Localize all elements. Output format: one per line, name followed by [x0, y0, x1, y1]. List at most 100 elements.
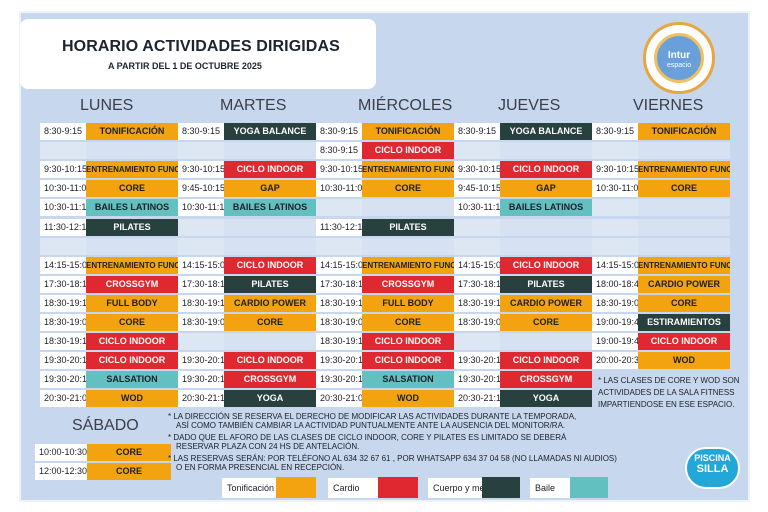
slot-time: 10:00-10:30 — [35, 444, 87, 461]
slot-time: 9:30-10:15 — [178, 161, 225, 179]
legend-baile-label: Baile — [530, 478, 570, 498]
day-header-sabado: SÁBADO — [72, 417, 139, 434]
slot-time: 9:30-10:15 — [592, 161, 639, 179]
friday-note: * LAS CLASES DE CORE Y WOD SON ACTIVIDAD… — [598, 376, 740, 409]
slot-activity: PILATES — [500, 275, 592, 293]
class-slot: 19:30-20:15 CICLO INDOOR — [316, 352, 454, 370]
slot-time: 10:30-11:00 — [592, 180, 643, 198]
slot-activity: WOD — [362, 390, 454, 408]
slot-activity — [638, 218, 730, 236]
empty-slot — [454, 333, 592, 351]
slot-time: 14:15-15:00 — [454, 256, 506, 274]
slot-time: 14:15-15:00 — [178, 256, 230, 274]
slot-time: 19:00-19:45 — [592, 314, 644, 331]
slot-activity: CICLO INDOOR — [362, 142, 454, 160]
slot-activity — [362, 237, 454, 255]
notice-line: * LAS RESERVAS SERÁN: POR TELÉFONO AL 63… — [168, 454, 617, 463]
slot-time: 11:30-12:15 — [316, 218, 367, 236]
slot-activity — [638, 199, 730, 217]
class-slot: 18:30-19:00 CORE — [316, 314, 454, 331]
slot-time: 19:30-20:15 — [178, 352, 230, 370]
slot-time: 19:00-19:45 — [592, 333, 644, 351]
slot-activity: CICLO INDOOR — [362, 333, 454, 351]
slot-time: 18:30-19:15 — [40, 333, 92, 351]
slot-activity — [224, 237, 316, 255]
slot-activity — [500, 333, 592, 351]
slot-time: 18:30-19:00 — [454, 314, 506, 331]
class-slot: 18:30-19:15 CARDIO POWER — [454, 294, 592, 312]
slot-activity: ENTRENAMIENTO FUNCIONAL — [638, 161, 730, 179]
slot-time — [592, 199, 638, 217]
class-slot: 18:30-19:15 CARDIO POWER — [178, 294, 316, 312]
class-slot: 20:30-21:00 WOD — [40, 390, 178, 408]
slot-time: 17:30-18:15 — [178, 275, 230, 293]
slot-time: 17:30-18:15 — [40, 275, 92, 293]
class-slot: 19:30-20:15 CROSSGYM — [454, 371, 592, 389]
slot-activity: CICLO INDOOR — [224, 256, 316, 274]
page-subtitle: A PARTIR DEL 1 DE OCTUBRE 2025 — [108, 61, 262, 71]
slot-time: 8:30-9:15 — [40, 123, 86, 140]
slot-activity: ENTRENAMIENTO FUNCIONAL — [86, 161, 178, 179]
logo-inner: Intur espacio — [654, 33, 704, 83]
slot-activity — [500, 237, 592, 255]
intur-logo: Intur espacio — [643, 22, 715, 94]
slot-activity: CROSSGYM — [500, 371, 592, 389]
slot-time — [454, 333, 500, 351]
slot-activity: CORE — [362, 314, 454, 331]
class-slot: 10:30-11:15 BAILES LATINOS — [40, 199, 178, 217]
class-slot: 14:15-15:00 CICLO INDOOR — [178, 256, 316, 274]
legend-tonificacion-swatch — [276, 477, 316, 498]
day-header-miercoles: MIÉRCOLES — [358, 97, 453, 114]
slot-activity — [500, 142, 592, 160]
empty-slot — [592, 142, 730, 160]
class-slot: 9:45-10:15 GAP — [178, 180, 316, 198]
slot-activity: BAILES LATINOS — [224, 199, 316, 217]
class-slot: 14:15-15:00 CICLO INDOOR — [454, 256, 592, 274]
slot-activity: CICLO INDOOR — [224, 161, 316, 179]
notice-line: * LA DIRECCIÓN SE RESERVA EL DERECHO DE … — [168, 412, 577, 421]
class-slot: 10:30-11:00 CORE — [40, 180, 178, 198]
slot-activity: PILATES — [86, 218, 178, 236]
slot-time — [40, 142, 86, 160]
slot-time: 9:30-10:15 — [316, 161, 363, 179]
class-slot: 10:30-11:15 BAILES LATINOS — [454, 199, 592, 217]
slot-activity: CORE — [87, 463, 171, 480]
slot-time: 17:30-18:15 — [454, 275, 506, 293]
notice-line: ASÍ COMO TAMBIÉN CAMBIAR LA ACTIVIDAD PU… — [176, 421, 566, 430]
slot-time: 10:30-11:15 — [40, 199, 91, 217]
slot-time: 19:30-20:15 — [316, 371, 368, 389]
class-slot: 20:00-20:30 WOD — [592, 352, 730, 370]
saturday-slot: 12:00-12:30 CORE — [35, 463, 175, 480]
empty-slot — [454, 237, 592, 255]
empty-slot — [454, 218, 592, 236]
day-header-viernes: VIERNES — [633, 97, 704, 114]
slot-activity: CORE — [638, 294, 730, 312]
class-slot: 11:30-12:15 PILATES — [40, 218, 178, 236]
slot-activity: CICLO INDOOR — [500, 352, 592, 370]
slot-activity: BAILES LATINOS — [500, 199, 592, 217]
slot-time: 19:30-20:15 — [316, 352, 368, 370]
slot-time — [454, 142, 500, 160]
slot-activity — [224, 333, 316, 351]
slot-time: 8:30-9:15 — [454, 123, 500, 140]
logo-text: Intur — [667, 50, 691, 61]
slot-activity: CORE — [638, 180, 730, 198]
slot-time — [316, 237, 362, 255]
slot-activity — [638, 142, 730, 160]
notice-line: * DADO QUE EL AFORO DE LAS CLASES DE CIC… — [168, 433, 567, 442]
class-slot: 19:30-20:15 CROSSGYM — [178, 371, 316, 389]
class-slot: 9:45-10:15 GAP — [454, 180, 592, 198]
legend-cardio-label: Cardio — [328, 478, 380, 498]
slot-time: 18:30-19:00 — [178, 314, 230, 331]
slot-activity: CICLO INDOOR — [362, 352, 454, 370]
class-slot: 19:30-20:15 SALSATION — [40, 371, 178, 389]
slot-activity: CARDIO POWER — [500, 294, 592, 312]
legend-cardio-swatch — [378, 477, 418, 498]
empty-slot — [592, 237, 730, 255]
